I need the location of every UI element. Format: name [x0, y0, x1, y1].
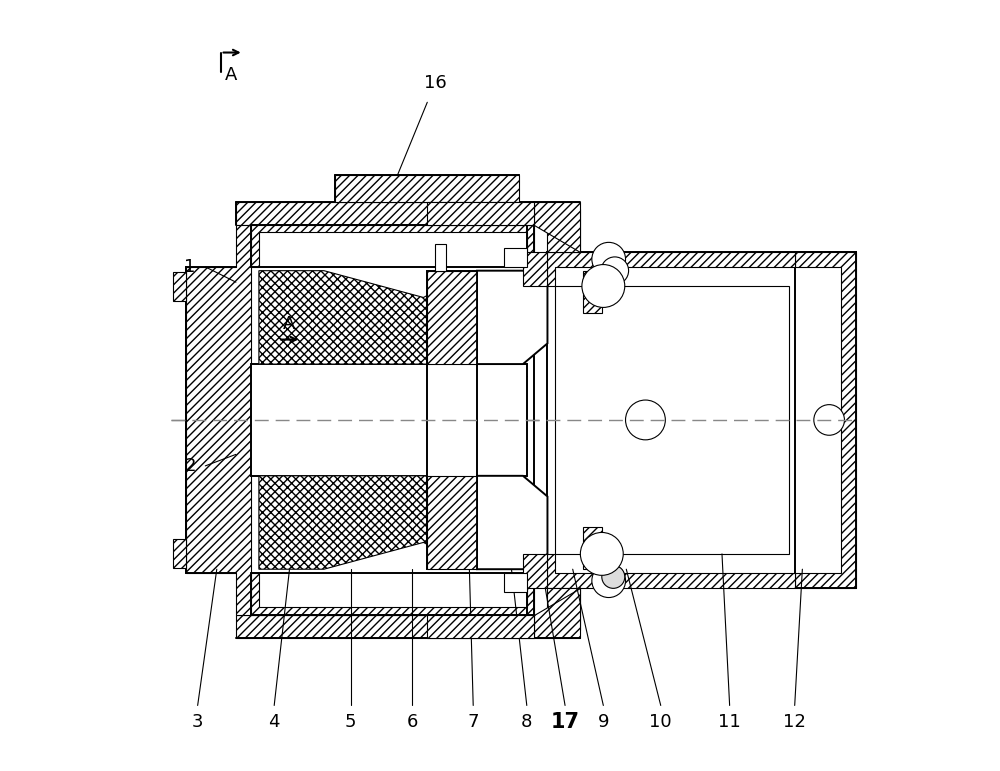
Circle shape [601, 257, 629, 284]
Polygon shape [547, 554, 795, 588]
Polygon shape [251, 225, 534, 267]
Text: 6: 6 [406, 713, 418, 732]
Bar [504, 573, 527, 592]
Polygon shape [427, 202, 534, 225]
Circle shape [592, 242, 626, 276]
Bar [173, 539, 186, 567]
Text: 3: 3 [192, 713, 203, 732]
Text: 10: 10 [649, 713, 672, 732]
Polygon shape [547, 588, 580, 631]
Circle shape [814, 405, 844, 436]
Text: 12: 12 [783, 713, 806, 732]
Polygon shape [335, 175, 519, 202]
Text: 11: 11 [718, 713, 741, 732]
Polygon shape [427, 271, 477, 364]
Bar [435, 244, 446, 271]
Polygon shape [236, 202, 534, 225]
Circle shape [602, 565, 625, 588]
Bar [251, 364, 527, 476]
Polygon shape [477, 476, 547, 569]
Polygon shape [547, 210, 580, 251]
Polygon shape [427, 615, 534, 638]
Polygon shape [259, 476, 523, 569]
Text: 16: 16 [424, 74, 446, 93]
Text: A: A [283, 315, 296, 333]
Text: 5: 5 [345, 713, 356, 732]
Circle shape [592, 564, 626, 598]
Text: A: A [224, 66, 237, 85]
Polygon shape [523, 554, 547, 588]
Text: 1: 1 [184, 258, 196, 276]
Polygon shape [251, 573, 534, 615]
Polygon shape [236, 615, 534, 638]
Bar [504, 247, 527, 267]
Bar [547, 251, 856, 588]
Bar [427, 271, 477, 569]
Bar [583, 527, 602, 569]
Polygon shape [523, 251, 547, 286]
Text: 8: 8 [521, 713, 532, 732]
Text: 4: 4 [268, 713, 280, 732]
Polygon shape [186, 225, 251, 615]
Text: 9: 9 [598, 713, 609, 732]
Polygon shape [427, 476, 477, 569]
Polygon shape [795, 251, 856, 588]
Circle shape [582, 264, 625, 308]
Polygon shape [259, 271, 523, 364]
Polygon shape [477, 271, 547, 364]
Text: 17: 17 [551, 712, 580, 732]
Circle shape [580, 533, 623, 575]
Polygon shape [534, 202, 580, 251]
Text: 2: 2 [184, 457, 196, 475]
Polygon shape [534, 588, 580, 638]
Bar [555, 286, 789, 554]
Circle shape [626, 400, 665, 439]
Text: 7: 7 [467, 713, 479, 732]
Polygon shape [547, 251, 795, 286]
Bar [173, 272, 186, 301]
Bar [583, 271, 602, 313]
